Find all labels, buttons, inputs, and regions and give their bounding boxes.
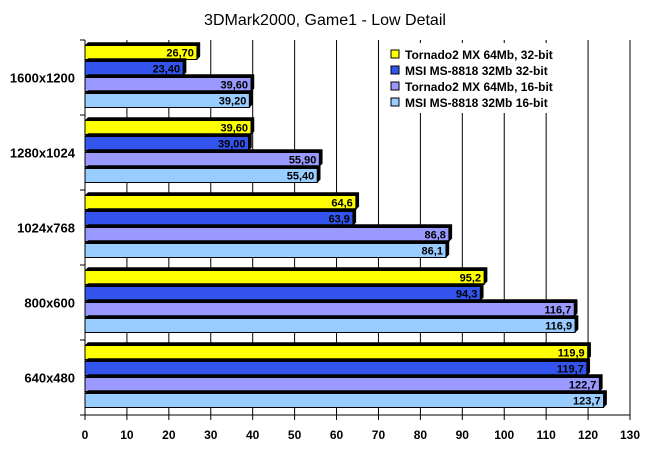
bar: [84, 152, 320, 167]
legend-label: MSI MS-8818 32Mb 32-bit: [405, 64, 548, 78]
x-tick-label: 110: [536, 428, 556, 442]
category-label: 1280x1024: [10, 146, 76, 161]
x-tick-label: 40: [246, 428, 260, 442]
bar: [84, 302, 575, 317]
bar: [84, 227, 450, 242]
bar: [84, 211, 354, 226]
bar: [84, 286, 481, 301]
legend-label: Tornado2 MX 64Mb, 16-bit: [405, 80, 553, 94]
bar: [84, 361, 588, 376]
data-label: 55,90: [289, 155, 317, 167]
x-tick-label: 10: [120, 428, 134, 442]
x-tick-label: 100: [494, 428, 514, 442]
x-tick-label: 70: [372, 428, 386, 442]
data-label: 39,20: [219, 96, 247, 108]
x-tick-label: 90: [456, 428, 470, 442]
data-label: 122,7: [569, 380, 597, 392]
legend: Tornado2 MX 64Mb, 32-bit MSI MS-8818 32Mb…: [383, 43, 573, 113]
data-label: 63,9: [328, 214, 349, 226]
bar: [84, 195, 357, 210]
data-label: 26,70: [166, 48, 194, 60]
data-label: 23,40: [153, 64, 181, 76]
bar: [84, 243, 447, 258]
legend-swatch: [390, 65, 400, 75]
data-label: 116,7: [544, 305, 571, 317]
chart-title: 3DMark2000, Game1 - Low Detail: [204, 12, 446, 29]
bar: [84, 168, 318, 183]
bar: [84, 377, 600, 392]
data-label: 86,1: [422, 246, 443, 258]
legend-box: [383, 43, 573, 113]
data-label: 94,3: [456, 289, 477, 301]
x-tick-label: 130: [620, 428, 640, 442]
category-label: 1024x768: [17, 221, 75, 236]
data-label: 39,60: [220, 123, 248, 135]
bar: [84, 345, 589, 360]
bar: [84, 393, 605, 408]
x-tick-label: 120: [578, 428, 598, 442]
legend-label: MSI MS-8818 32Mb 16-bit: [405, 96, 548, 110]
data-label: 55,40: [287, 171, 315, 183]
legend-swatch: [390, 49, 400, 59]
category-label: 640x480: [24, 371, 75, 386]
category-label: 1600x1200: [10, 71, 75, 86]
data-label: 39,60: [220, 80, 248, 92]
x-tick-label: 60: [330, 428, 344, 442]
data-label: 64,6: [331, 198, 352, 210]
bar: [84, 270, 485, 285]
data-label: 123,7: [573, 396, 601, 408]
x-tick-label: 20: [162, 428, 176, 442]
bar: [84, 318, 576, 333]
legend-swatch: [390, 97, 400, 107]
x-tick-label: 80: [414, 428, 428, 442]
data-label: 116,9: [545, 321, 572, 333]
data-label: 95,2: [460, 273, 481, 285]
x-tick-label: 0: [82, 428, 89, 442]
axes: 0 10 20 30 40 50 60 70 80 90 100 110 120 130 1600x1200…: [10, 39, 640, 442]
legend-swatch: [390, 81, 400, 91]
category-label: 800x600: [24, 296, 75, 311]
data-label: 119,7: [557, 364, 584, 376]
x-tick-label: 50: [288, 428, 302, 442]
data-label: 119,9: [558, 348, 585, 360]
legend-label: Tornado2 MX 64Mb, 32-bit: [405, 48, 553, 62]
data-label: 86,8: [424, 230, 445, 242]
data-label: 39,00: [218, 139, 246, 151]
x-tick-label: 30: [204, 428, 218, 442]
